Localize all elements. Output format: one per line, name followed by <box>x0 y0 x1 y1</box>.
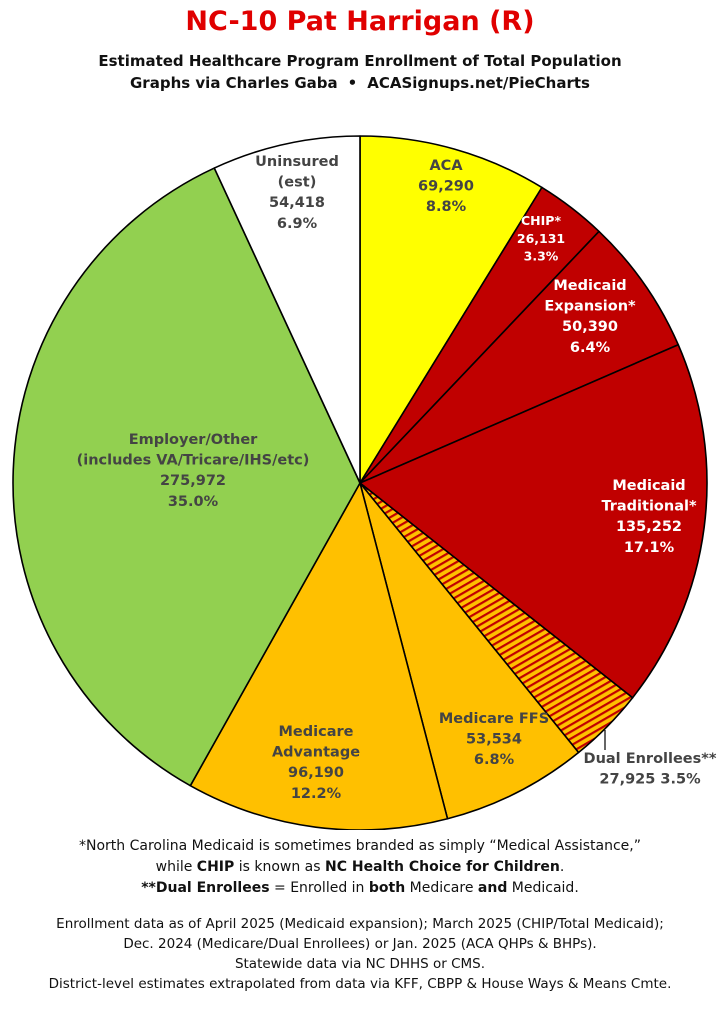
slice-label-dual-enrollees: Dual Enrollees** 27,925 3.5% <box>584 751 717 788</box>
slice-label-chip: CHIP* 26,131 3.3% <box>517 213 565 264</box>
footnote-dual-enrollees: **Dual Enrollees = Enrolled in both Medi… <box>0 878 720 899</box>
footnote-text: Medicare <box>405 880 478 896</box>
pie-slice-medicaid-traditional <box>359 343 708 699</box>
slice-label-employer-other: Employer/Other (includes VA/Tricare/IHS/e… <box>77 432 310 510</box>
footnote-bold: CHIP <box>196 859 235 875</box>
footnote-text: is known as <box>234 859 325 875</box>
subtitle-line-1: Estimated Healthcare Program Enrollment … <box>98 52 622 70</box>
pie-slice-medicaid-expansion <box>359 230 680 484</box>
subtitle-credit: Graphs via Charles Gaba <box>130 74 338 92</box>
footnote-text: while <box>155 859 197 875</box>
pie-slice-aca <box>359 135 543 484</box>
slice-label-uninsured: Uninsured (est) 54,418 6.9% <box>255 154 339 232</box>
footnotes: *North Carolina Medicaid is sometimes br… <box>0 836 720 899</box>
subtitle-line-2: Graphs via Charles Gaba • ACASignups.net/P… <box>0 72 720 94</box>
footnote-bold: both <box>368 880 406 896</box>
pie-slice-medicare-ffs <box>359 482 580 820</box>
slice-label-medicare-advantage: Medicare Advantage 96,190 12.2% <box>272 724 360 802</box>
slice-label-medicaid-traditional: Medicaid Traditional* 135,252 17.1% <box>601 478 697 556</box>
pie-chart: ACA 69,290 8.8% CHIP* 26,131 3.3% Medicaid Expa… <box>12 135 717 830</box>
bullet-separator: • <box>347 74 358 92</box>
chart-title: NC-10 Pat Harrigan (R) <box>185 6 535 37</box>
slice-label-medicaid-expansion: Medicaid Expansion* 50,390 6.4% <box>544 278 636 356</box>
footnote-text: . <box>559 859 565 875</box>
pie-labels: ACA 69,290 8.8% CHIP* 26,131 3.3% Medicaid Expa… <box>77 154 717 802</box>
pie-slice-employer-other <box>12 167 361 787</box>
pie-slice-uninsured <box>213 135 361 484</box>
footnote-bold: NC Health Choice for Children <box>325 859 560 875</box>
source-line-3: Statewide data via NC DHHS or CMS. <box>234 956 486 972</box>
subtitle-url: ACASignups.net/PieCharts <box>367 74 590 92</box>
footnote-text: = Enrolled in <box>269 880 369 896</box>
pie-slice-medicare-advantage <box>189 482 449 830</box>
source-line-2: Dec. 2024 (Medicare/Dual Enrollees) or J… <box>123 936 597 952</box>
slice-label-aca: ACA 69,290 8.8% <box>418 158 474 215</box>
footnote-bold: and <box>477 880 508 896</box>
pie-slices <box>12 135 708 830</box>
footnote-medicaid-branding: *North Carolina Medicaid is sometimes br… <box>79 838 641 854</box>
footnote-bold: **Dual Enrollees <box>141 880 270 896</box>
chart-subtitle: Estimated Healthcare Program Enrollment … <box>0 50 720 94</box>
source-line-1: Enrollment data as of April 2025 (Medica… <box>56 916 664 932</box>
source-line-4: District-level estimates extrapolated fr… <box>48 976 672 992</box>
footnote-text: Medicaid. <box>507 880 579 896</box>
slice-label-medicare-ffs: Medicare FFS 53,534 6.8% <box>439 711 549 768</box>
footnote-chip: while CHIP is known as NC Health Choice … <box>0 857 720 878</box>
data-sources: Enrollment data as of April 2025 (Medica… <box>0 914 720 994</box>
